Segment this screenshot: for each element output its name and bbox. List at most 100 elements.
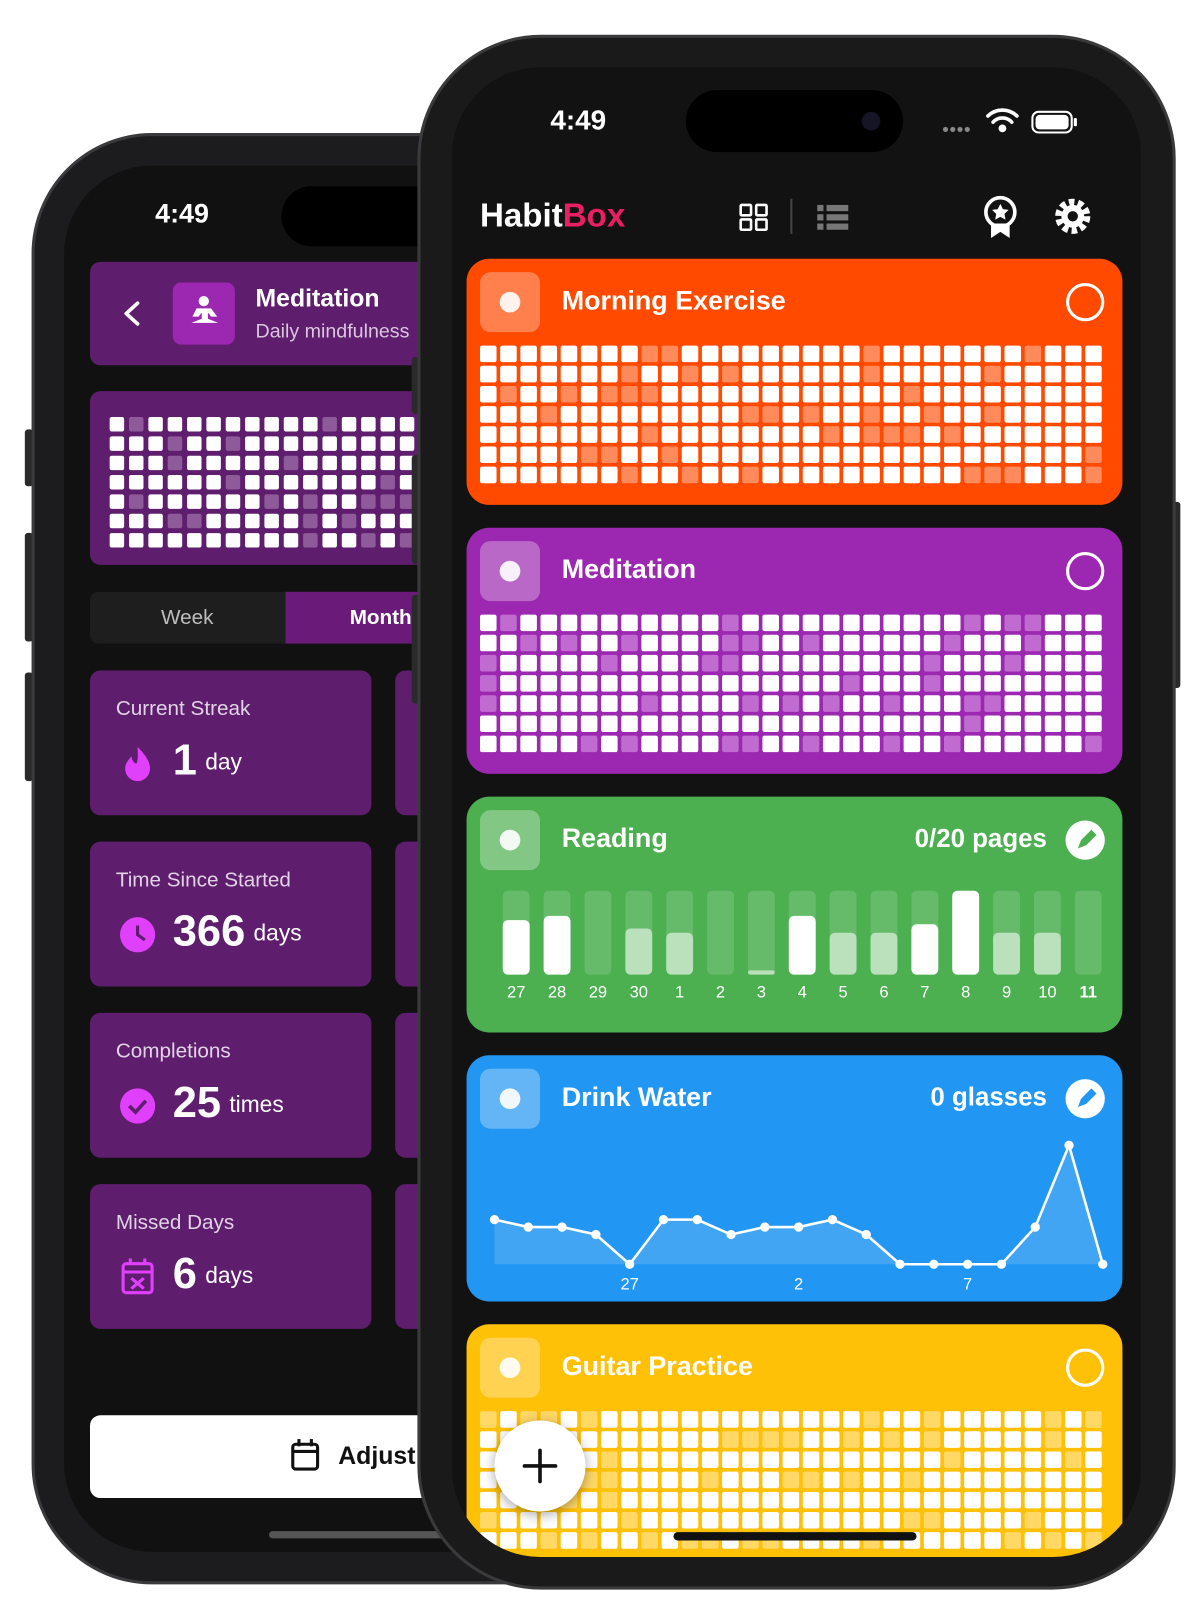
day-cell xyxy=(1085,1451,1102,1469)
day-cell xyxy=(641,1491,658,1509)
day-cell xyxy=(399,533,415,548)
day-cell xyxy=(148,513,163,529)
day-cell xyxy=(167,533,183,548)
day-cell xyxy=(802,385,820,403)
day-cell xyxy=(621,1471,638,1489)
day-cell xyxy=(903,634,921,652)
day-cell xyxy=(621,426,638,443)
day-cell xyxy=(1004,1431,1022,1448)
bar-track xyxy=(747,890,775,975)
day-cell xyxy=(984,406,1001,423)
day-cell xyxy=(601,1411,618,1428)
award-icon[interactable] xyxy=(984,195,1017,239)
day-cell xyxy=(964,675,981,692)
day-cell xyxy=(802,426,820,443)
day-cell xyxy=(742,695,759,712)
check-button[interactable] xyxy=(1066,283,1105,322)
day-cell xyxy=(903,345,921,363)
day-cell xyxy=(661,1411,679,1428)
x-tick-label: 3 xyxy=(757,983,766,1002)
day-cell xyxy=(943,1532,961,1549)
day-cell xyxy=(580,715,598,732)
check-button[interactable] xyxy=(1066,552,1105,591)
bar xyxy=(502,920,530,975)
day-cell xyxy=(843,695,860,712)
list-view-icon[interactable] xyxy=(817,204,849,230)
day-cell xyxy=(822,654,840,672)
calendar-icon xyxy=(291,1439,320,1471)
day-cell xyxy=(762,735,779,753)
day-cell xyxy=(1024,1532,1042,1549)
day-cell xyxy=(681,385,699,403)
day-cell xyxy=(500,466,517,484)
day-cell xyxy=(802,634,820,652)
stat-icon xyxy=(121,1262,154,1295)
check-button[interactable] xyxy=(1066,1348,1105,1387)
day-cell xyxy=(641,426,658,443)
day-cell xyxy=(863,1431,880,1448)
day-cell xyxy=(641,345,658,363)
day-cell xyxy=(681,1512,699,1529)
day-cell xyxy=(322,533,337,548)
day-cell xyxy=(641,634,658,652)
day-cell xyxy=(601,695,618,712)
day-cell xyxy=(560,446,578,464)
day-cell xyxy=(1004,695,1022,712)
day-cell xyxy=(264,455,279,471)
day-cell xyxy=(641,675,658,692)
day-cell xyxy=(681,446,699,464)
tab[interactable]: Month xyxy=(350,606,412,629)
day-cell xyxy=(1044,466,1062,484)
x-tick-label: 2 xyxy=(716,983,725,1002)
day-cell xyxy=(264,494,279,509)
day-cell xyxy=(984,715,1001,732)
habit-icon-glyph xyxy=(499,829,521,851)
day-cell xyxy=(701,1512,719,1529)
day-cell xyxy=(621,1411,638,1428)
day-cell xyxy=(943,1431,961,1448)
day-cell xyxy=(923,1532,941,1549)
day-cell xyxy=(661,654,679,672)
habit-icon-glyph xyxy=(499,1357,521,1379)
day-cell xyxy=(580,1471,598,1489)
day-cell xyxy=(167,494,183,509)
day-cell xyxy=(1065,1431,1082,1448)
day-cell xyxy=(782,466,800,484)
day-cell xyxy=(1024,466,1042,484)
day-cell xyxy=(225,475,241,490)
day-cell xyxy=(1065,654,1082,672)
day-cell xyxy=(1044,1451,1062,1469)
grid-view-icon[interactable] xyxy=(739,203,768,232)
day-cell xyxy=(480,675,497,692)
day-cell xyxy=(943,654,961,672)
day-cell xyxy=(742,614,759,632)
day-cell xyxy=(863,406,880,423)
day-cell xyxy=(500,1532,517,1549)
adjust-button[interactable] xyxy=(90,1415,525,1499)
back-button[interactable] xyxy=(124,301,140,326)
day-cell xyxy=(283,455,299,471)
day-cell xyxy=(681,614,699,632)
day-cell xyxy=(341,513,357,529)
day-cell xyxy=(1065,695,1082,712)
day-cell xyxy=(923,446,941,464)
day-cell xyxy=(322,475,337,490)
day-cell xyxy=(883,675,900,692)
front-screen: 4:49 HabitBox xyxy=(466,90,1123,1558)
day-cell xyxy=(883,1451,900,1469)
habit-card[interactable] xyxy=(466,1055,1123,1302)
day-cell xyxy=(964,446,981,464)
stat-card xyxy=(90,1012,372,1158)
settings-icon[interactable] xyxy=(1055,198,1091,234)
bar xyxy=(625,928,653,975)
day-cell xyxy=(822,385,840,403)
adjust-label[interactable]: Adjust xyxy=(338,1443,415,1470)
tab[interactable]: Week xyxy=(161,606,214,629)
day-cell xyxy=(661,715,679,732)
day-cell xyxy=(943,1512,961,1529)
day-cell xyxy=(782,695,800,712)
day-cell xyxy=(303,455,318,471)
day-cell xyxy=(722,1451,739,1469)
day-cell xyxy=(167,513,183,529)
day-cell xyxy=(923,1491,941,1509)
